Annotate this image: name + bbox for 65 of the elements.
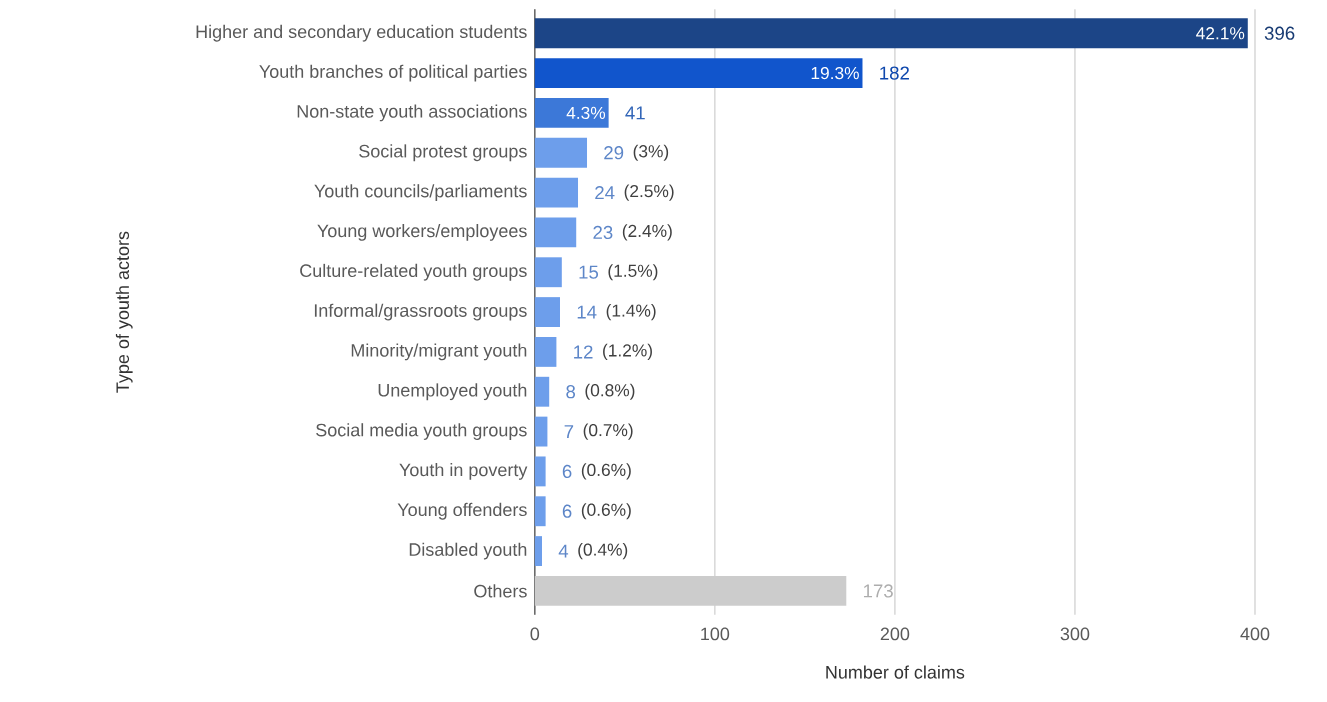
- x-tick-label: 0: [530, 627, 540, 641]
- x-tick-label: 400: [1240, 627, 1270, 641]
- x-axis-title: Number of claims: [826, 665, 965, 679]
- bar: [534, 496, 546, 527]
- x-tick-label: 100: [701, 627, 730, 641]
- y-axis-title: Type of youth actors: [115, 231, 133, 393]
- annotation: (0.6%): [581, 463, 631, 480]
- y-tick-label: Social media youth groups: [316, 423, 527, 441]
- y-tick-label: Informal/grassroots groups: [314, 303, 527, 321]
- y-tick-label: Youth branches of political parties: [259, 64, 527, 82]
- y-tick-label: Youth councils/parliaments: [314, 184, 527, 202]
- data-label: 396: [1264, 26, 1295, 41]
- annotation: (0.4%): [578, 543, 628, 560]
- annotation: (0.7%): [583, 423, 633, 440]
- bar: [534, 297, 561, 328]
- bar: [534, 217, 577, 248]
- annotation: (1.2%): [603, 344, 652, 361]
- data-label: 4: [558, 544, 569, 558]
- annotation: 4.3%: [566, 107, 606, 120]
- bar: [534, 58, 863, 89]
- y-tick-label: Higher and secondary education students: [196, 25, 527, 42]
- data-label: 182: [880, 66, 909, 80]
- annotation: (1.5%): [608, 264, 658, 281]
- annotation: (2.4%): [622, 224, 672, 241]
- x-tick-label: 200: [880, 627, 910, 641]
- annotation: (0.8%): [585, 383, 635, 401]
- bar: [534, 177, 579, 208]
- y-tick-label: Youth in poverty: [399, 463, 528, 481]
- y-tick-label: Social protest groups: [359, 144, 527, 162]
- annotation: (1.4%): [606, 304, 656, 321]
- data-label: 173: [863, 584, 893, 598]
- data-label: 14: [577, 305, 597, 319]
- annotation: (3%): [633, 144, 669, 162]
- data-label: 41: [625, 106, 645, 120]
- data-label: 6: [562, 465, 572, 479]
- bar: [534, 257, 562, 288]
- data-label: 15: [579, 265, 599, 280]
- y-tick-label: Unemployed youth: [378, 383, 527, 401]
- y-tick-label: Disabled youth: [409, 542, 527, 560]
- bar: [534, 138, 588, 168]
- y-tick-label: Young offenders: [397, 503, 527, 520]
- bar: [534, 98, 609, 129]
- y-tick-label: Non-state youth associations: [297, 104, 527, 122]
- data-label: 29: [604, 146, 624, 160]
- bar: [534, 18, 1248, 49]
- data-label: 8: [566, 385, 576, 399]
- data-label: 12: [574, 345, 593, 359]
- data-label: 23: [593, 226, 613, 240]
- bar: [534, 536, 543, 567]
- annotation: 19.3%: [811, 67, 859, 80]
- data-label: 6: [562, 504, 572, 519]
- annotation: (2.5%): [624, 184, 674, 201]
- y-tick-label: Others: [474, 584, 527, 598]
- annotation: 42.1%: [1196, 27, 1245, 40]
- x-tick-label: 300: [1060, 627, 1090, 641]
- bar: [534, 416, 548, 447]
- y-tick-label: Young workers/employees: [317, 224, 527, 242]
- data-label: 7: [564, 425, 574, 439]
- bar: [534, 337, 557, 368]
- y-tick-label: Minority/migrant youth: [351, 343, 527, 361]
- bar: [534, 456, 546, 487]
- data-label: 24: [595, 186, 615, 200]
- annotation: (0.6%): [581, 503, 631, 520]
- bar: [534, 377, 550, 407]
- y-tick-label: Culture-related youth groups: [300, 264, 527, 281]
